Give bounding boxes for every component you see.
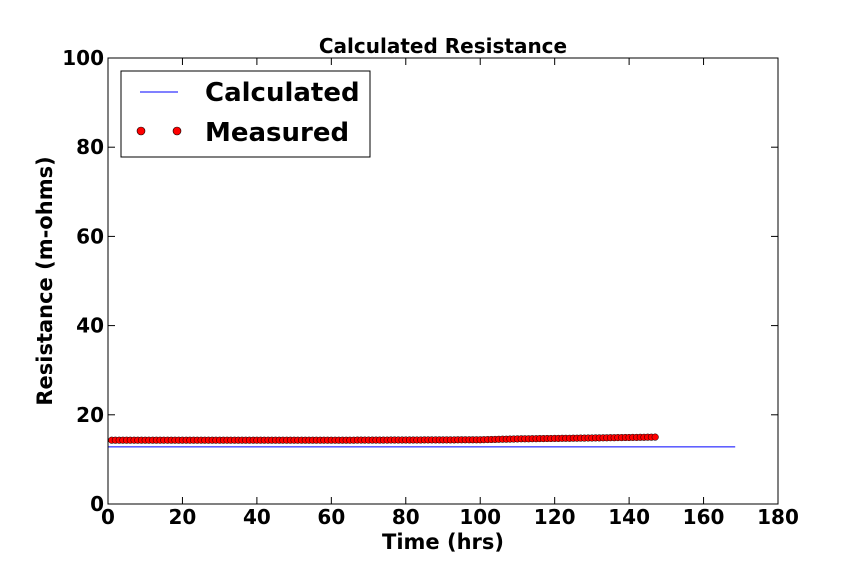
y-tick-label: 60 [76,224,104,248]
x-axis-label: Time (hrs) [382,530,504,554]
y-tick-label: 20 [76,403,104,427]
x-tick-label: 180 [757,505,799,529]
y-tick-label: 80 [76,135,104,159]
x-tick-label: 60 [317,505,345,529]
legend-measured-marker [172,126,182,136]
x-tick-label: 120 [534,505,576,529]
x-tick-label: 80 [392,505,420,529]
x-tick-label: 0 [101,505,115,529]
y-tick-label: 100 [62,46,104,70]
x-tick-label: 100 [459,505,501,529]
x-tick-label: 20 [169,505,197,529]
axis-ticks: 0 20 40 60 80 100 120 140 160 180 0 20 40 60 80 100 [62,46,799,529]
plot-area [108,433,736,448]
legend-box [120,70,371,158]
legend-measured-marker [136,126,146,136]
legend: Calculated Measured [120,70,371,158]
legend-measured-label: Measured [205,118,349,148]
x-tick-label: 140 [608,505,650,529]
x-tick-label: 160 [683,505,725,529]
y-axis-label: Resistance (m-ohms) [33,156,57,405]
measured-point [651,433,659,441]
chart-title: Calculated Resistance [319,34,567,58]
legend-calculated-label: Calculated [205,78,360,108]
y-tick-label: 0 [90,492,104,516]
plot-frame [107,57,779,505]
x-tick-label: 40 [243,505,271,529]
y-tick-label: 40 [76,314,104,338]
